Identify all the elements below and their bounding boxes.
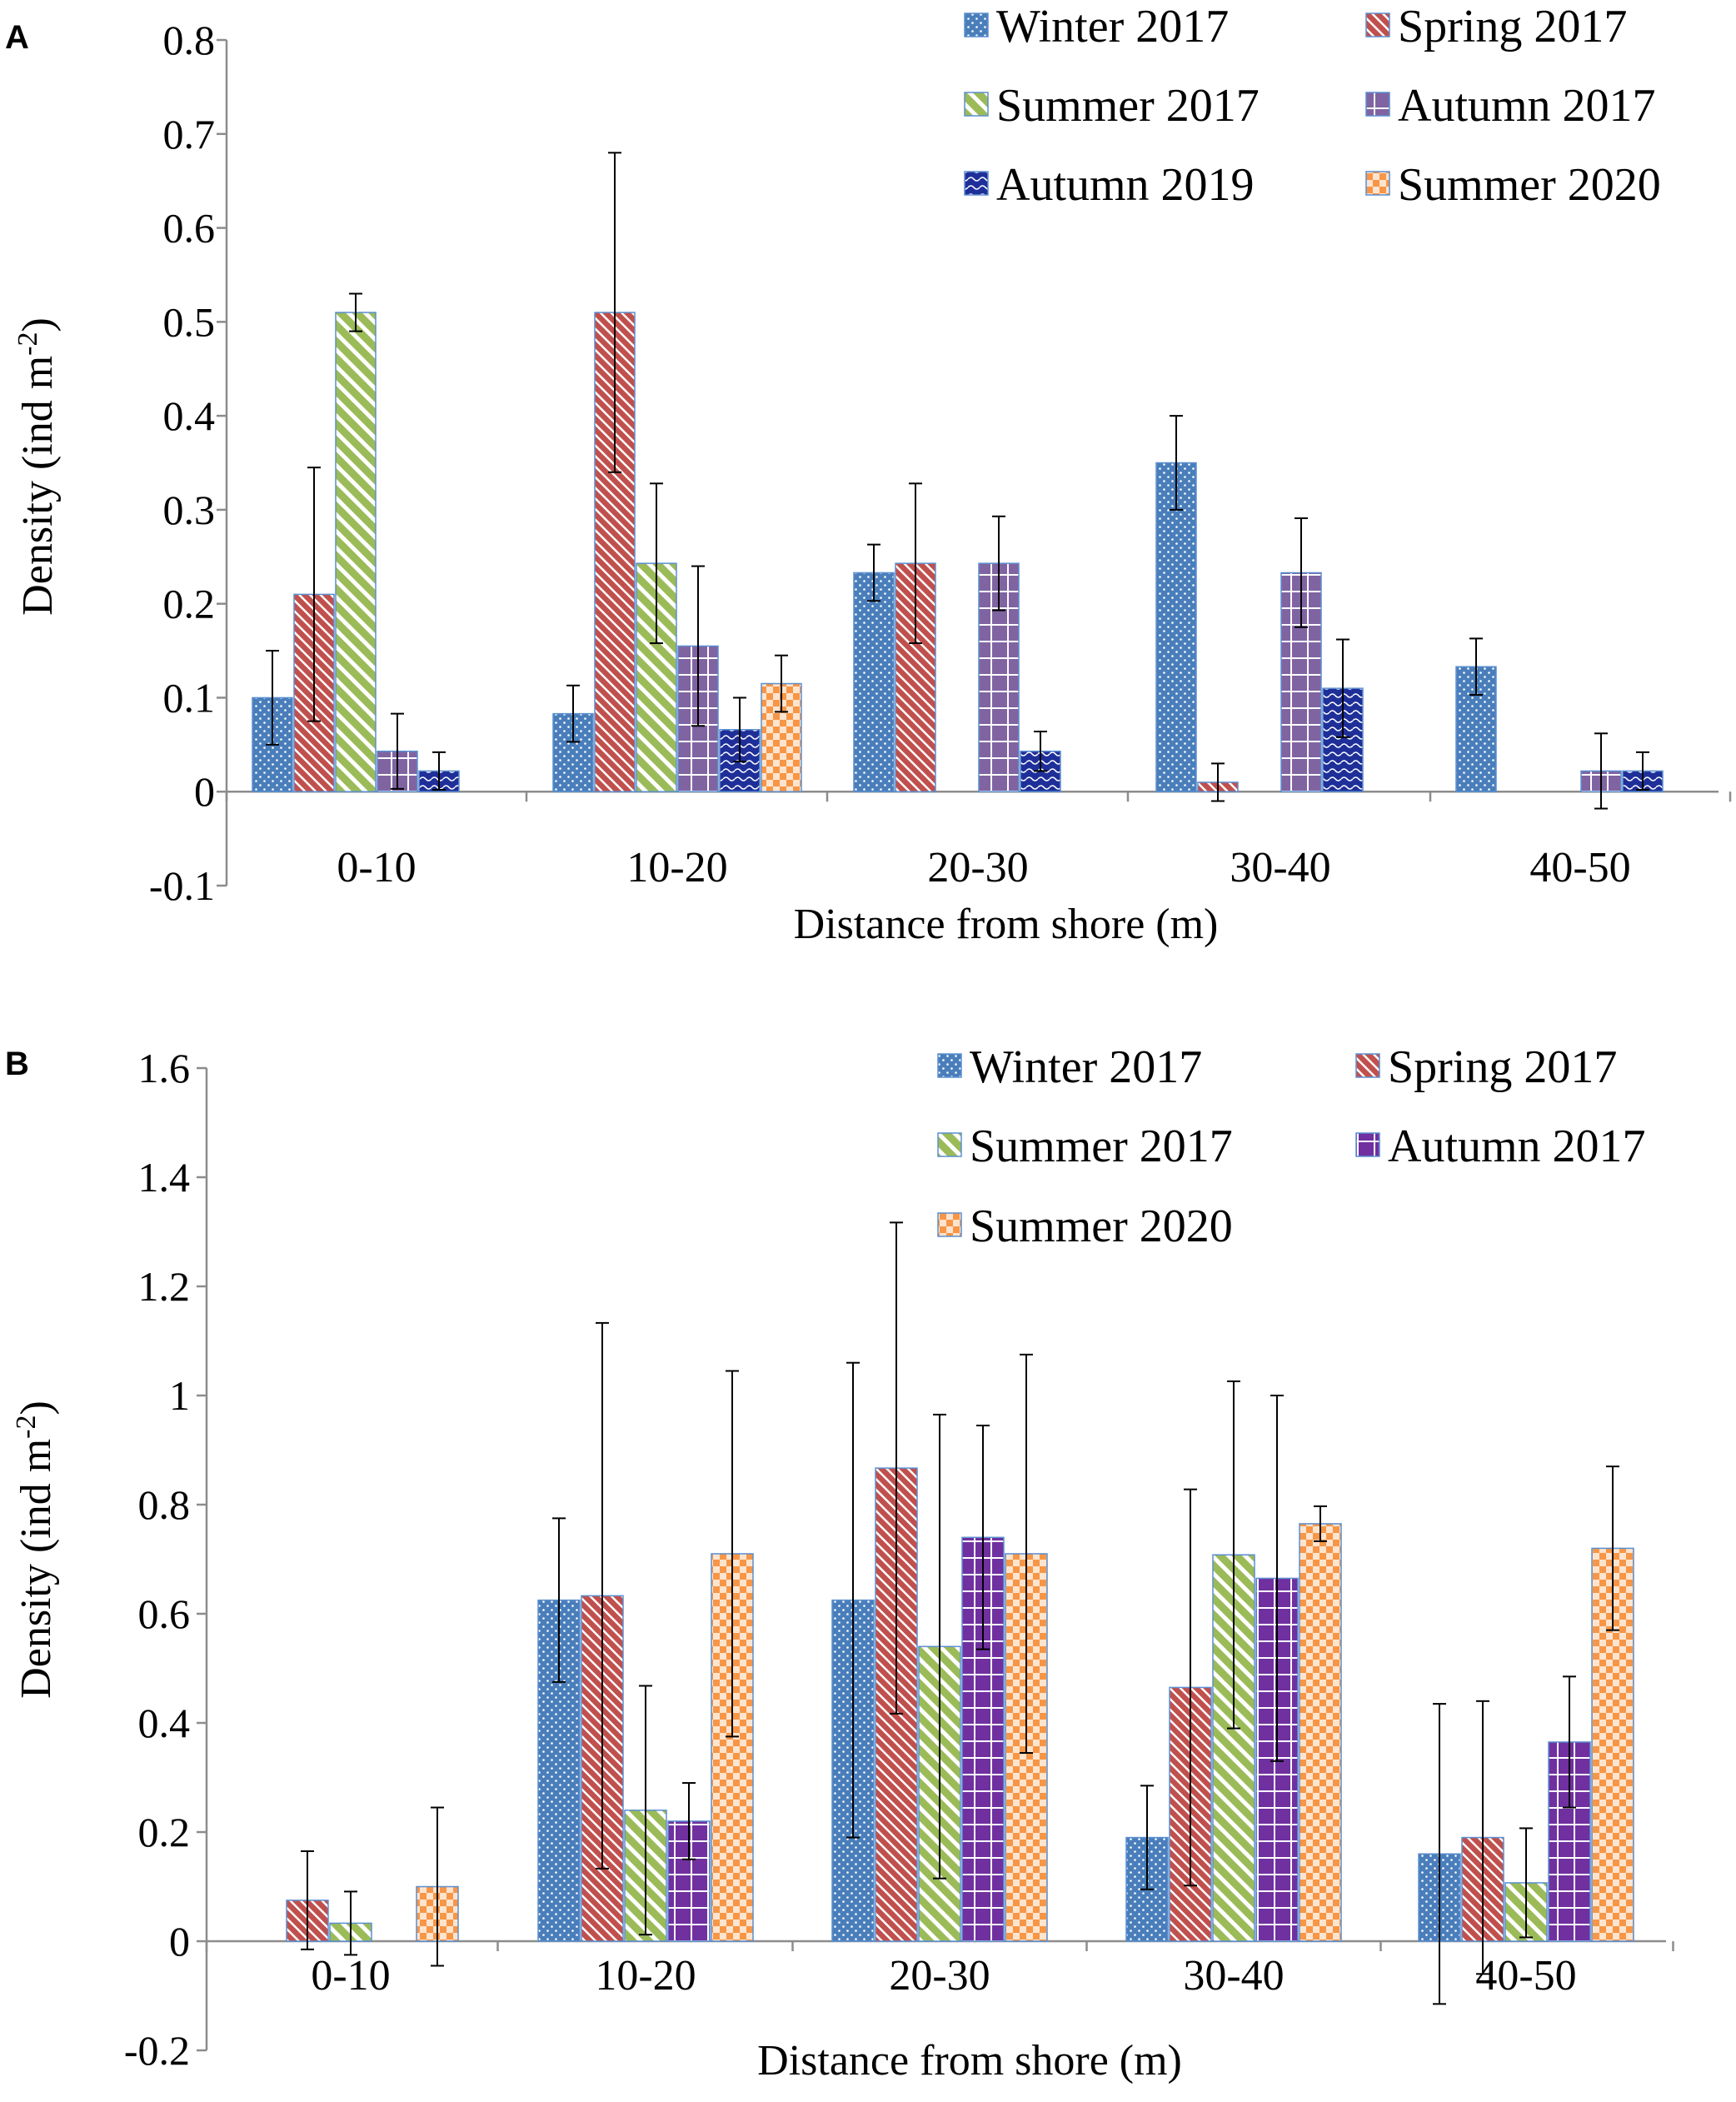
- x-tick-label: 40-50: [1529, 844, 1630, 891]
- legend-swatch: [1365, 92, 1390, 117]
- x-tick-label: 30-40: [1230, 844, 1330, 891]
- y-tick-label: 0.5: [163, 298, 216, 345]
- legend-swatch: [964, 92, 989, 117]
- x-tick-label: 30-40: [1183, 1952, 1284, 2000]
- bar: [335, 312, 377, 792]
- y-tick-label: 0.6: [138, 1590, 191, 1637]
- y-tick-label: 0.6: [163, 205, 216, 252]
- x-tick-label: 20-30: [889, 1952, 990, 2000]
- x-tick-label: 10-20: [595, 1952, 696, 2000]
- y-tick-label: 1: [169, 1372, 190, 1419]
- y-tick-label: 0.8: [138, 1481, 191, 1528]
- legend-swatch: [1355, 1053, 1380, 1078]
- y-tick-label: 0.2: [138, 1809, 191, 1855]
- legend-label: Spring 2017: [1398, 1, 1627, 52]
- bar: [1322, 687, 1364, 792]
- y-tick-label: 1.6: [138, 1045, 191, 1091]
- x-tick-label: 20-30: [927, 844, 1028, 891]
- panel-b: B -0.2 0 0.2 0.4 0.6 0.8 1 1.2 1.4 1.6 0-10 10-20 20-…: [5, 1041, 1674, 2085]
- x-tick-label: 10-20: [626, 844, 727, 891]
- legend-swatch: [1355, 1132, 1380, 1157]
- y-tick-label: 0.4: [163, 392, 216, 439]
- bar: [853, 572, 895, 792]
- x-tick-label: 0-10: [337, 844, 416, 891]
- legend-swatch: [1365, 171, 1390, 196]
- legend-label: Summer 2020: [1398, 159, 1661, 211]
- bar: [1299, 1523, 1342, 1942]
- y-tick-label: 1.2: [138, 1263, 191, 1310]
- bar: [1155, 462, 1197, 792]
- y-tick-label: 0.1: [163, 674, 216, 721]
- y-tick-label: 1.4: [138, 1154, 191, 1201]
- x-tick-label: 40-50: [1475, 1952, 1576, 2000]
- legend-label: Winter 2017: [970, 1041, 1202, 1093]
- y-axis-label: Density (ind m-2): [12, 317, 62, 616]
- legend-label: Autumn 2019: [996, 159, 1255, 211]
- legend-swatch: [937, 1053, 962, 1078]
- y-axis-label: Density (ind m-2): [11, 1401, 60, 1699]
- legend-label: Spring 2017: [1388, 1041, 1617, 1093]
- x-tick-label: 0-10: [311, 1952, 390, 2000]
- legend-label: Autumn 2017: [1388, 1121, 1646, 1172]
- legend-swatch: [1365, 12, 1390, 37]
- x-axis-label: Distance from shore (m): [794, 901, 1219, 948]
- y-tick-label: 0: [194, 768, 215, 815]
- legend-swatch: [964, 171, 989, 196]
- legend-label: Autumn 2017: [1398, 80, 1656, 132]
- y-tick-label: 0.2: [163, 581, 216, 627]
- panel-label: B: [5, 1046, 29, 1082]
- y-tick-label: 0.8: [163, 17, 216, 63]
- legend-label: Summer 2017: [970, 1121, 1233, 1172]
- x-axis-label: Distance from shore (m): [757, 2037, 1182, 2085]
- panel-label: A: [5, 19, 29, 56]
- legend-label: Summer 2017: [996, 80, 1260, 132]
- y-tick-label: -0.1: [149, 862, 215, 909]
- legend-label: Winter 2017: [996, 1, 1229, 52]
- legend-label: Summer 2020: [970, 1201, 1233, 1252]
- legend-swatch: [964, 12, 989, 37]
- bar: [537, 1599, 581, 1942]
- y-tick-label: 0.3: [163, 487, 216, 533]
- legend-swatch: [937, 1212, 962, 1237]
- y-tick-label: -0.2: [124, 2027, 190, 2074]
- panel-a: A -0.1 0 0.1 0.2 0.3 0.4 0.5 0.6 0.7 0.8 0-10 10-20 2…: [5, 1, 1732, 948]
- bar: [1020, 750, 1061, 792]
- y-tick-label: 0.7: [163, 111, 216, 157]
- y-tick-label: 0.4: [138, 1700, 191, 1746]
- y-tick-label: 0: [169, 1918, 190, 1965]
- legend-swatch: [937, 1132, 962, 1157]
